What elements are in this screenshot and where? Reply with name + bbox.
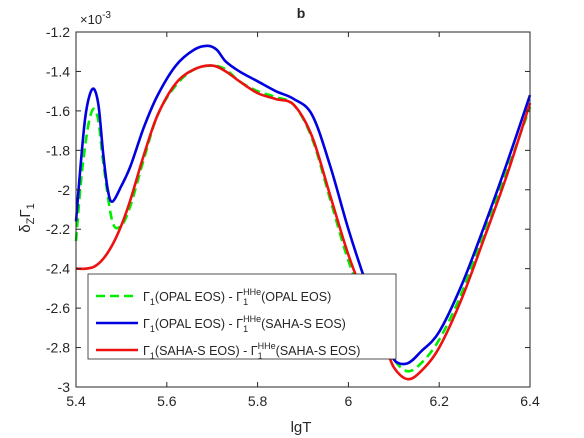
legend-label-1: Γ1(OPAL EOS) - Γ1HHe(OPAL EOS)	[143, 287, 331, 307]
y-label-sub-1: 1	[25, 203, 37, 209]
y-tick-label: -2.8	[46, 340, 70, 356]
chart-title: b	[297, 5, 306, 21]
y-tick-label: -3	[58, 379, 71, 395]
y-tick-label: -1.2	[46, 24, 70, 40]
y-tick-label: -1.8	[46, 142, 70, 158]
legend-box	[87, 273, 397, 360]
x-tick-label: 5.6	[157, 393, 177, 409]
axes-frame	[75, 31, 531, 388]
y-multiplier-base: ×10	[80, 12, 102, 27]
x-tick-label: 6.4	[520, 393, 540, 409]
legend: Γ1(OPAL EOS) - Γ1HHe(OPAL EOS) Γ1(OPAL EO…	[87, 273, 397, 361]
x-tick-label: 5.8	[248, 393, 268, 409]
svg-text:δZΓ1: δZΓ1	[17, 203, 37, 232]
y-label-delta: δ	[17, 224, 34, 232]
x-tick-label: 6	[345, 393, 353, 409]
svg-text:×10-3: ×10-3	[80, 10, 111, 27]
x-axis-label: lgT	[291, 419, 312, 436]
legend-label-3: Γ1(SAHA-S EOS) - Γ1HHe(SAHA-S EOS)	[143, 341, 360, 361]
y-multiplier-exponent: -3	[102, 10, 111, 21]
y-label-gamma: Γ	[17, 209, 34, 217]
y-tick-label: -1.4	[46, 63, 70, 79]
series-lines	[74, 44, 532, 381]
series-line-2	[74, 44, 532, 366]
x-axis: 5.4 5.6 5.8 6 6.2 6.4	[66, 32, 540, 409]
y-tick-label: -2.4	[46, 261, 70, 277]
y-tick-label: -2.6	[46, 300, 70, 316]
y-axis-label: δZΓ1	[17, 203, 37, 232]
x-tick-label: 6.2	[429, 393, 449, 409]
y-axis: -3 -2.8 -2.6 -2.4 -2.2 -2 -1.8 -1.6 -1.4 -1.2	[46, 24, 530, 395]
y-tick-label: -1.6	[46, 103, 70, 119]
x-tick-label: 5.4	[66, 393, 86, 409]
y-tick-label: -2.2	[46, 221, 70, 237]
plot-area: 5.4 5.6 5.8 6 6.2 6.4 -3 -2.8 -2.6 -2.4 -2.2 -2 -1.…	[46, 24, 540, 409]
legend-label-2: Γ1(OPAL EOS) - Γ1HHe(SAHA-S EOS)	[143, 314, 346, 334]
y-tick-label: -2	[58, 182, 71, 198]
y-multiplier: ×10-3	[80, 10, 111, 27]
y-label-sub-z: Z	[25, 217, 37, 224]
series-line-3	[75, 64, 532, 381]
